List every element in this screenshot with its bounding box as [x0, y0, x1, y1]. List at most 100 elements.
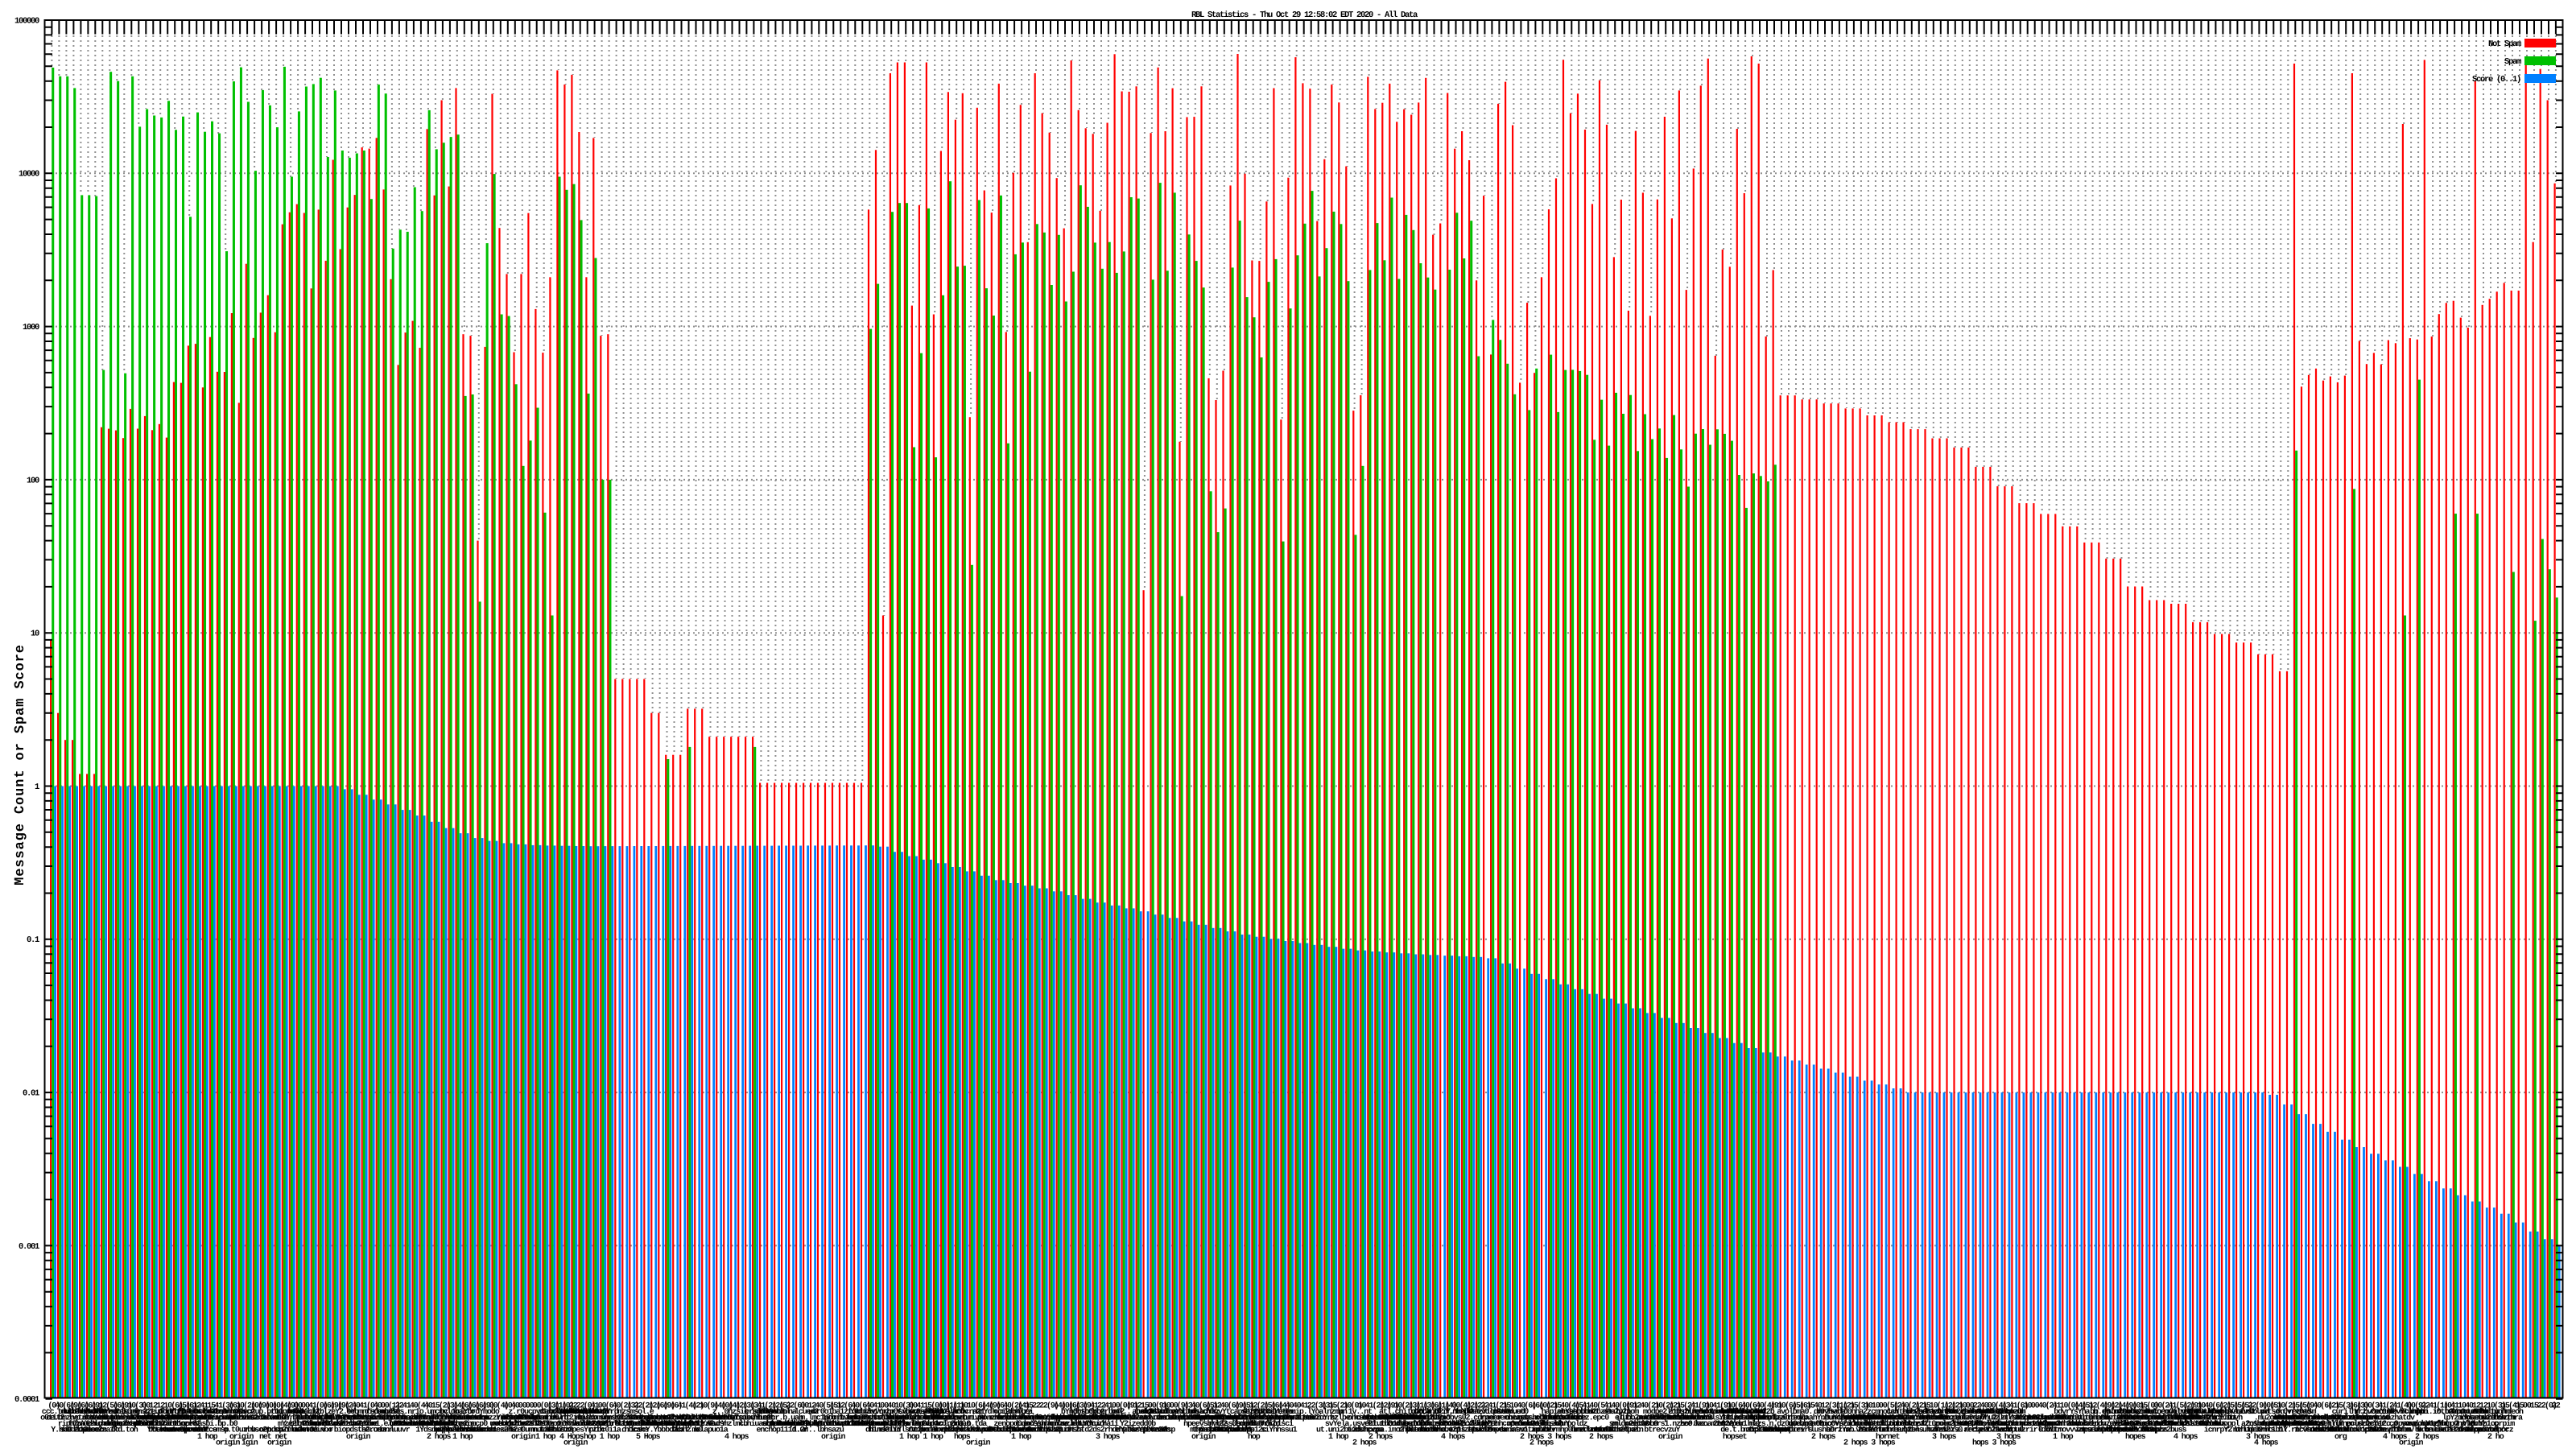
- svg-text:40: 40: [374, 1402, 382, 1411]
- svg-text:40: 40: [865, 1402, 874, 1411]
- svg-text:beoehb.o.iu: beoehb.o.iu: [2346, 1414, 2390, 1423]
- svg-text:zoYonYenvoo.tsicoz: zoYonYenvoo.tsicoz: [1859, 1414, 1930, 1423]
- svg-text:uchb.12h.l: uchb.12h.l: [2310, 1426, 2350, 1435]
- svg-text:(9): (9): [120, 1402, 132, 1411]
- svg-text:imYhYrzzo..lcued2: imYhYrzzo..lcued2: [751, 1407, 819, 1417]
- svg-text:1dzil1bnhbhmpsip: 1dzil1bnhbhmpsip: [1381, 1414, 1445, 1423]
- svg-text:pn.zz2t0uo: pn.zz2t0uo: [1904, 1420, 1944, 1429]
- svg-text:mcvYtcapse22d1cm: mcvYtcapse22d1cm: [1210, 1407, 1274, 1417]
- svg-text:lasmetlldYusYh: lasmetlldYusYh: [617, 1419, 673, 1429]
- svg-text:1vuhab1.zs1r: 1vuhab1.zs1r: [398, 1419, 447, 1429]
- svg-text:10: 10: [2487, 1402, 2496, 1411]
- svg-text:de.t.bm1r20nbcu: de.t.bm1r20nbcu: [1720, 1426, 1781, 1435]
- svg-text:10: 10: [1344, 1402, 1352, 1411]
- svg-text:inpseav.bpecsvd: inpseav.bpecsvd: [2075, 1426, 2136, 1435]
- svg-text:rrno0Yhrprovtum.pd: rrno0Yhrprovtum.pd: [914, 1414, 986, 1423]
- svg-text:mtc.spbnoin: mtc.spbnoin: [1190, 1426, 1234, 1435]
- svg-text:.zY1taepmmhb0llc.mb: .zY1taepmmhb0llc.mb: [507, 1414, 583, 1423]
- svg-text:40: 40: [1814, 1402, 1823, 1411]
- svg-text:0l.atvv0ee: 0l.atvv0ee: [1456, 1426, 1496, 1435]
- svg-text:(0): (0): [721, 1402, 733, 1411]
- svg-text:ipv1ueb.nsz: ipv1ueb.nsz: [215, 1414, 259, 1423]
- svg-text:o2nnY.et0: o2nnY.et0: [1492, 1408, 1529, 1417]
- svg-text:rcsoccb1z.s121az: rcsoccb1z.s121az: [490, 1419, 555, 1429]
- svg-text:m2h2YdoroiY0va: m2h2YdoroiY0va: [524, 1419, 580, 1429]
- svg-text:vbitlcev1: vbitlcev1: [446, 1414, 482, 1423]
- svg-text:rhdpb.ahzoe: rhdpb.ahzoe: [993, 1414, 1038, 1423]
- svg-text:(6): (6): [185, 1402, 197, 1411]
- svg-text:2 hops: 2 hops: [1589, 1432, 1614, 1442]
- svg-text:hornet: hornet: [1876, 1432, 1901, 1442]
- svg-text:40: 40: [410, 1402, 419, 1411]
- svg-text:100: 100: [27, 476, 39, 485]
- svg-text:tl.pve.neevss: tl.pve.neevss: [1653, 1414, 1705, 1423]
- svg-text:zstmop12d2ezl: zstmop12d2ezl: [1100, 1414, 1152, 1423]
- svg-text:dhhh.lmpaam: dhhh.lmpaam: [891, 1419, 935, 1429]
- svg-text:oci2ns0pei: oci2ns0pei: [993, 1407, 1034, 1417]
- svg-text:12: 12: [2472, 1402, 2481, 1411]
- svg-text:rld0nha2zcmno1c: rld0nha2zcmno1c: [1835, 1407, 1896, 1417]
- svg-text:11sc12hpea: 11sc12hpea: [1467, 1426, 1507, 1435]
- svg-text:sasbi.bp.b0: sasbi.bp.b0: [194, 1419, 238, 1429]
- svg-text:lzs2zznzoman: lzs2zznzoman: [621, 1414, 669, 1423]
- svg-text:2ddhpcpa.imo2.a: 2ddhpcpa.imo2.a: [1352, 1426, 1413, 1435]
- svg-text:bb.hnuovspuod: bb.hnuovspuod: [148, 1426, 200, 1435]
- svg-text:(6): (6): [1734, 1402, 1746, 1411]
- svg-text:(9): (9): [1126, 1402, 1138, 1411]
- svg-text:(9): (9): [330, 1402, 342, 1411]
- svg-text:tn2urlidas2.rn2: tn2urlidas2.rn2: [301, 1419, 361, 1429]
- svg-text:(0): (0): [2262, 1402, 2274, 1411]
- svg-text:.bzlbe.hier: .bzlbe.hier: [1326, 1414, 1370, 1423]
- svg-text:.im.cuobri: .im.cuobri: [1223, 1414, 1263, 1423]
- svg-text:0.d1tmovvvzt: 0.d1tmovvvzt: [2038, 1426, 2087, 1435]
- svg-text:2 hops: 2 hops: [1530, 1439, 1554, 1448]
- svg-text:40: 40: [1901, 1402, 1909, 1411]
- svg-text:22: 22: [1097, 1402, 1106, 1411]
- svg-text:(5): (5): [1596, 1402, 1608, 1411]
- svg-text:1o.umcmvlobacto: 1o.umcmvlobacto: [415, 1407, 476, 1417]
- svg-text:(6): (6): [1430, 1402, 1443, 1411]
- svg-text:10lmh.1e2.mt.sr0zt: 10lmh.1e2.mt.sr0zt: [822, 1414, 894, 1423]
- svg-text:40: 40: [1756, 1402, 1765, 1411]
- svg-text:s2iY.t.oppvpzb: s2iY.t.oppvpzb: [1168, 1414, 1224, 1423]
- svg-text:lbul...iudotca: lbul...iudotca: [1107, 1407, 1163, 1417]
- svg-text:(6): (6): [974, 1402, 986, 1411]
- svg-text:(2): (2): [2161, 1402, 2174, 1411]
- svg-text:svhvuc.b0ch: svhvuc.b0ch: [898, 1407, 942, 1417]
- svg-text:40: 40: [1517, 1402, 1525, 1411]
- svg-text:10: 10: [2024, 1402, 2033, 1411]
- svg-text:Yzd.opbs: Yzd.opbs: [2136, 1426, 2168, 1435]
- svg-text:enchop111d.un: enchop111d.un: [757, 1426, 809, 1435]
- svg-text:bpeu02pvbmtd2: bpeu02pvbmtd2: [1363, 1414, 1415, 1423]
- svg-text:Ytmi0htzlsvdh2mYn: Ytmi0htzlsvdh2mYn: [1645, 1414, 1712, 1423]
- svg-text:1oazozahi.: 1oazozahi.: [452, 1414, 492, 1423]
- svg-text:22: 22: [1307, 1402, 1316, 1411]
- svg-text:(3): (3): [627, 1402, 639, 1411]
- svg-text:vpd.t02scvYd..0ama: vpd.t02scvYd..0ama: [1228, 1414, 1300, 1423]
- svg-text:1m20a2ecpeum: 1m20a2ecpeum: [1977, 1408, 2025, 1417]
- svg-text:oY.zsumrl: oY.zsumrl: [123, 1419, 159, 1429]
- svg-text:1 hop: 1 hop: [2053, 1432, 2074, 1442]
- svg-text:3 hops: 3 hops: [1932, 1432, 1957, 1442]
- svg-text:.vmYlzm2rhibb.0: .vmYlzm2rhibb.0: [2028, 1419, 2088, 1429]
- svg-text:tbuns.Yi1nh12p: tbuns.Yi1nh12p: [1370, 1414, 1426, 1423]
- svg-text:hup0.luvsdtsnmz1: hup0.luvsdtsnmz1: [433, 1426, 497, 1435]
- svg-text:v.ncuppimmv: v.ncuppimmv: [1250, 1414, 1294, 1423]
- svg-text:s1om2opc: s1om2opc: [2028, 1420, 2060, 1429]
- svg-text:e.turh0.tes: e.turh0.tes: [1364, 1419, 1409, 1429]
- svg-text:aidtse12irh.bu: aidtse12irh.bu: [576, 1419, 632, 1429]
- svg-text:origin: origin: [966, 1439, 991, 1448]
- svg-text:avolbma0..d0vhv.: avolbma0..d0vhv.: [1777, 1407, 1839, 1417]
- svg-text:svYela.usvehl: svYela.usvehl: [1325, 1419, 1377, 1429]
- svg-text:(2): (2): [1915, 1402, 1927, 1411]
- svg-text:41: 41: [2169, 1402, 2178, 1411]
- svg-text:(3): (3): [1409, 1402, 1421, 1411]
- svg-text:40: 40: [1191, 1402, 1200, 1411]
- svg-text:(0): (0): [504, 1402, 516, 1411]
- svg-text:40: 40: [851, 1402, 860, 1411]
- svg-text:2icpplu0da0hu: 2icpplu0da0hu: [1941, 1414, 1993, 1423]
- svg-text:biopds.s2ruu: biopds.s2ruu: [334, 1426, 382, 1435]
- svg-text:igin: igin: [242, 1439, 258, 1448]
- svg-text:org: org: [2334, 1433, 2347, 1442]
- svg-text:bdvrYsYha.b: bdvrYsYha.b: [2054, 1407, 2098, 1417]
